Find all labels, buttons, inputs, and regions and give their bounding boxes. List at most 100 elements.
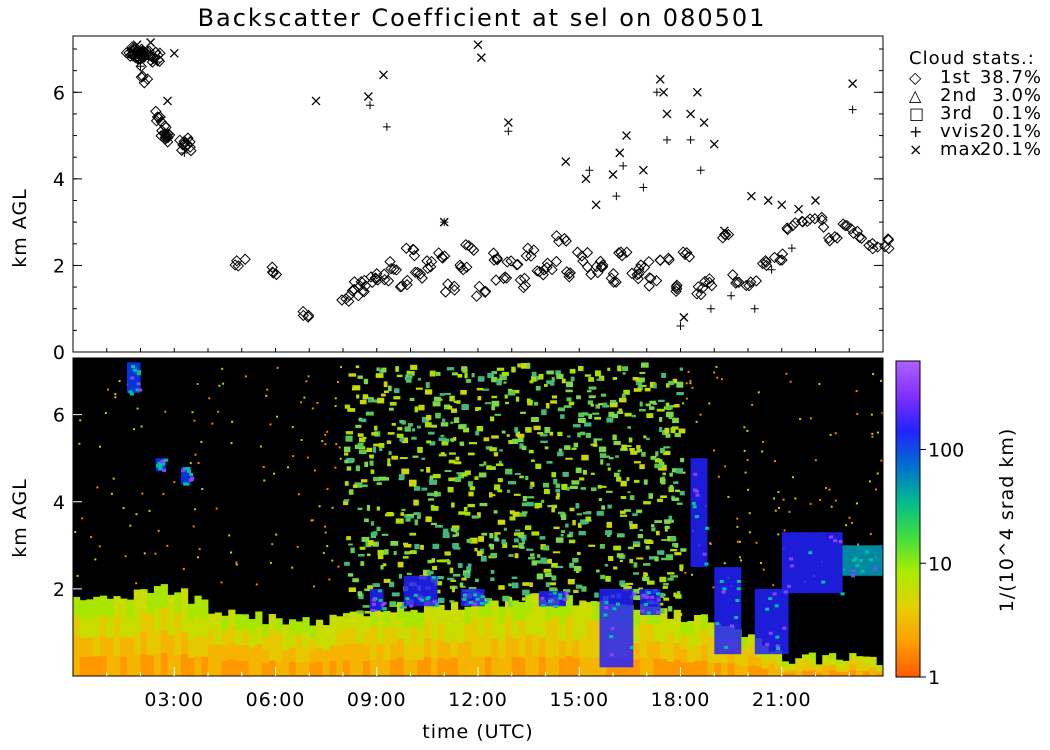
boundary-layer-cell [268, 644, 276, 661]
noise-speckle [401, 508, 406, 511]
boundary-layer-cell [329, 614, 337, 631]
sparse-speckle [879, 379, 882, 382]
noise-speckle [519, 475, 524, 479]
x-tick-label: 18:00 [651, 689, 711, 711]
first-cloud-marker [432, 247, 445, 259]
max-marker [183, 135, 193, 145]
first-cloud-marker [845, 222, 857, 235]
boundary-layer-cell [437, 640, 445, 659]
noise-speckle [643, 572, 648, 577]
noise-speckle [616, 476, 622, 482]
boundary-layer-cell [471, 657, 479, 677]
cloud-texture [775, 635, 780, 639]
noise-speckle [522, 582, 530, 586]
sparse-speckle [143, 552, 146, 555]
boundary-layer-cell [444, 643, 452, 660]
cloud-texture [868, 558, 873, 562]
boundary-layer-cell [100, 595, 108, 617]
noise-speckle [389, 601, 397, 607]
legend-symbol-icon: + [909, 122, 922, 141]
first-cloud-marker [851, 225, 864, 238]
first-cloud-marker [740, 279, 752, 292]
noise-speckle [460, 390, 467, 395]
noise-speckle [526, 501, 534, 507]
boundary-layer-cell [862, 661, 870, 667]
vvis-marker [663, 135, 671, 144]
max-marker [638, 165, 648, 175]
max-marker [615, 148, 625, 158]
noise-speckle [346, 466, 352, 471]
boundary-layer-cell [363, 661, 371, 677]
sparse-speckle [830, 505, 833, 508]
noise-speckle [389, 401, 397, 406]
boundary-layer-cell [856, 666, 864, 672]
cloud-texture [691, 502, 696, 505]
sparse-speckle [762, 568, 765, 571]
boundary-layer-cell [309, 638, 317, 652]
boundary-layer-cell [403, 643, 411, 661]
cloud-texture [851, 569, 856, 573]
noise-speckle [549, 587, 557, 592]
noise-speckle [637, 534, 644, 539]
noise-speckle [387, 458, 391, 465]
noise-speckle [386, 440, 392, 444]
noise-speckle [643, 435, 647, 439]
first-cloud-marker [336, 294, 348, 306]
max-marker [608, 170, 618, 179]
max-marker [311, 96, 321, 106]
noise-speckle [575, 467, 582, 474]
boundary-layer-cell [370, 642, 378, 660]
first-cloud-marker [408, 249, 421, 262]
noise-speckle [634, 461, 641, 464]
noise-speckle [418, 404, 425, 411]
cloud-texture [650, 595, 655, 599]
top-y-tick-label: 2 [53, 255, 65, 277]
noise-speckle [391, 423, 396, 426]
boundary-layer-cell [309, 663, 317, 677]
noise-speckle [412, 455, 419, 458]
noise-speckle [497, 519, 506, 525]
first-cloud-marker [382, 275, 395, 287]
noise-speckle [571, 480, 580, 485]
vvis-marker [612, 192, 621, 201]
first-cloud-marker [722, 228, 735, 241]
noise-speckle [646, 413, 654, 418]
boundary-layer-cell [707, 662, 715, 677]
cloud-texture [558, 596, 563, 600]
noise-speckle [670, 427, 676, 434]
noise-speckle [575, 584, 583, 589]
noise-speckle [635, 382, 643, 386]
noise-speckle [469, 537, 478, 544]
max-marker [692, 87, 702, 97]
noise-speckle [359, 400, 367, 405]
noise-speckle [377, 554, 384, 560]
noise-speckle [344, 459, 349, 464]
sparse-speckle [685, 397, 688, 400]
noise-speckle [544, 446, 549, 450]
cloud-texture [719, 580, 724, 583]
noise-speckle [491, 435, 499, 439]
noise-speckle [541, 409, 547, 416]
noise-speckle [606, 490, 613, 493]
sparse-speckle [310, 519, 313, 522]
boundary-layer-cell [174, 592, 182, 614]
boundary-layer-cell [646, 658, 654, 677]
noise-speckle [586, 390, 592, 393]
noise-speckle [398, 573, 402, 579]
noise-speckle [531, 459, 535, 462]
noise-speckle [529, 582, 533, 588]
noise-speckle [556, 493, 560, 497]
noise-speckle [612, 377, 618, 380]
sparse-speckle [872, 373, 875, 375]
noise-speckle [663, 450, 671, 456]
cloud-texture [776, 647, 781, 651]
sparse-speckle [778, 506, 780, 509]
noise-speckle [528, 557, 535, 560]
sparse-speckle [194, 453, 197, 456]
boundary-layer-cell [100, 615, 108, 637]
noise-speckle [432, 543, 440, 550]
sparse-speckle [79, 419, 82, 422]
noise-speckle [361, 418, 367, 423]
noise-speckle [613, 472, 620, 477]
noise-speckle [423, 571, 428, 577]
